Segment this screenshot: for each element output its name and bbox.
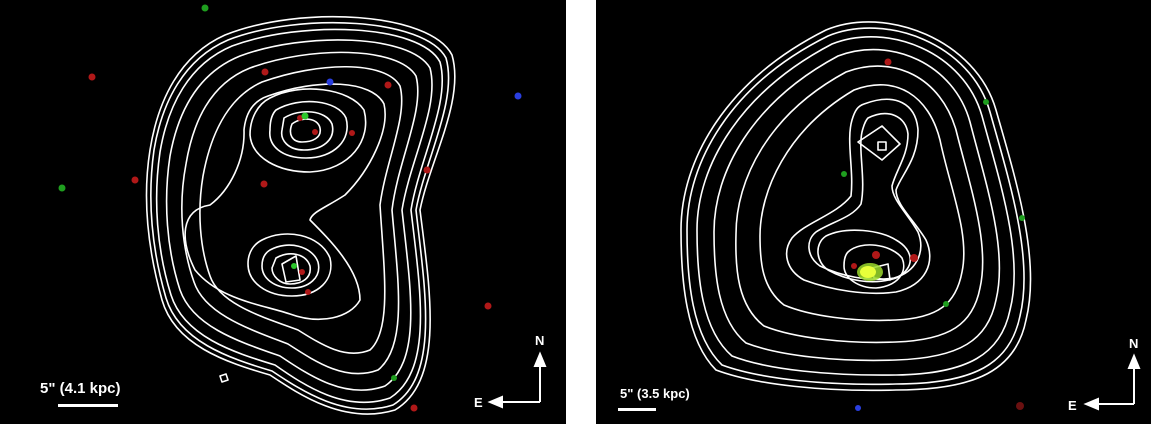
contour bbox=[199, 65, 403, 354]
right-contour-map bbox=[680, 21, 1141, 411]
photon-red bbox=[299, 269, 305, 275]
left-image-panel: 5" (4.1 kpc) N E bbox=[0, 0, 566, 424]
compass-north-label: N bbox=[535, 333, 545, 348]
contour bbox=[785, 98, 931, 295]
photon-blue bbox=[326, 78, 334, 86]
photon-red bbox=[261, 68, 269, 76]
contour bbox=[249, 88, 367, 173]
scale-bar-label: 5" (3.5 kpc) bbox=[620, 386, 690, 401]
photon-red bbox=[349, 130, 355, 136]
contour bbox=[696, 36, 1015, 376]
contour bbox=[165, 39, 433, 391]
compass-east-label: E bbox=[1068, 398, 1077, 413]
contour bbox=[150, 21, 450, 410]
photon-green bbox=[391, 375, 397, 381]
photon-green bbox=[943, 301, 949, 307]
photon-red bbox=[484, 302, 492, 310]
contour bbox=[269, 100, 348, 159]
photon-red bbox=[384, 81, 392, 89]
photon-red bbox=[297, 115, 303, 121]
left-compass bbox=[487, 351, 547, 409]
photon-red bbox=[884, 58, 892, 66]
east-arrow-icon bbox=[487, 395, 503, 409]
scale-bar-label: 5" (4.1 kpc) bbox=[40, 380, 121, 397]
contour bbox=[271, 253, 312, 285]
photon-red bbox=[910, 254, 918, 262]
contour bbox=[877, 141, 887, 151]
contour bbox=[686, 27, 1025, 386]
photon-green bbox=[291, 263, 297, 269]
contour bbox=[817, 229, 912, 283]
photon-green bbox=[201, 4, 209, 12]
scale-bar bbox=[58, 404, 118, 407]
contour bbox=[857, 125, 901, 161]
photon-red bbox=[1016, 402, 1024, 410]
north-arrow-icon bbox=[1127, 353, 1141, 369]
photon-red bbox=[305, 289, 311, 295]
photon-green bbox=[1019, 215, 1025, 221]
photon-blue bbox=[514, 92, 522, 100]
photon-red bbox=[423, 166, 431, 174]
contour bbox=[219, 373, 229, 383]
photon-red bbox=[260, 180, 268, 188]
contour bbox=[181, 51, 419, 375]
contour bbox=[145, 15, 456, 415]
contour bbox=[735, 65, 984, 344]
contour bbox=[184, 83, 386, 321]
contour bbox=[289, 118, 322, 143]
photon-red bbox=[131, 176, 139, 184]
nucleus-core bbox=[860, 266, 876, 278]
left-photon-events bbox=[58, 4, 522, 412]
photon-red bbox=[312, 129, 318, 135]
contour bbox=[261, 244, 320, 289]
right-compass bbox=[1083, 353, 1141, 411]
contour bbox=[155, 28, 444, 404]
contour bbox=[808, 112, 922, 281]
scale-bar bbox=[618, 408, 656, 411]
compass-east-label: E bbox=[474, 395, 483, 410]
contour bbox=[281, 255, 301, 283]
contour bbox=[247, 233, 332, 297]
contour bbox=[280, 111, 334, 151]
photon-red bbox=[88, 73, 96, 81]
photon-green bbox=[983, 99, 989, 105]
photon-red bbox=[410, 404, 418, 412]
photon-red bbox=[872, 251, 880, 259]
photon-red bbox=[851, 263, 857, 269]
photon-green bbox=[841, 171, 847, 177]
compass-north-label: N bbox=[1129, 336, 1139, 351]
right-image-panel: 5" (3.5 kpc) N E bbox=[596, 0, 1151, 424]
north-arrow-icon bbox=[533, 351, 547, 367]
photon-green bbox=[58, 184, 66, 192]
photon-blue bbox=[855, 405, 861, 411]
contour bbox=[713, 48, 1001, 362]
right-photon-events bbox=[841, 58, 1025, 411]
east-arrow-icon bbox=[1083, 397, 1099, 411]
right-contours bbox=[680, 21, 1032, 392]
contour bbox=[680, 21, 1032, 392]
contour bbox=[843, 244, 905, 289]
left-contours bbox=[145, 15, 456, 415]
left-contour-map bbox=[58, 4, 547, 415]
contour bbox=[759, 84, 965, 322]
photon-green bbox=[301, 112, 309, 120]
